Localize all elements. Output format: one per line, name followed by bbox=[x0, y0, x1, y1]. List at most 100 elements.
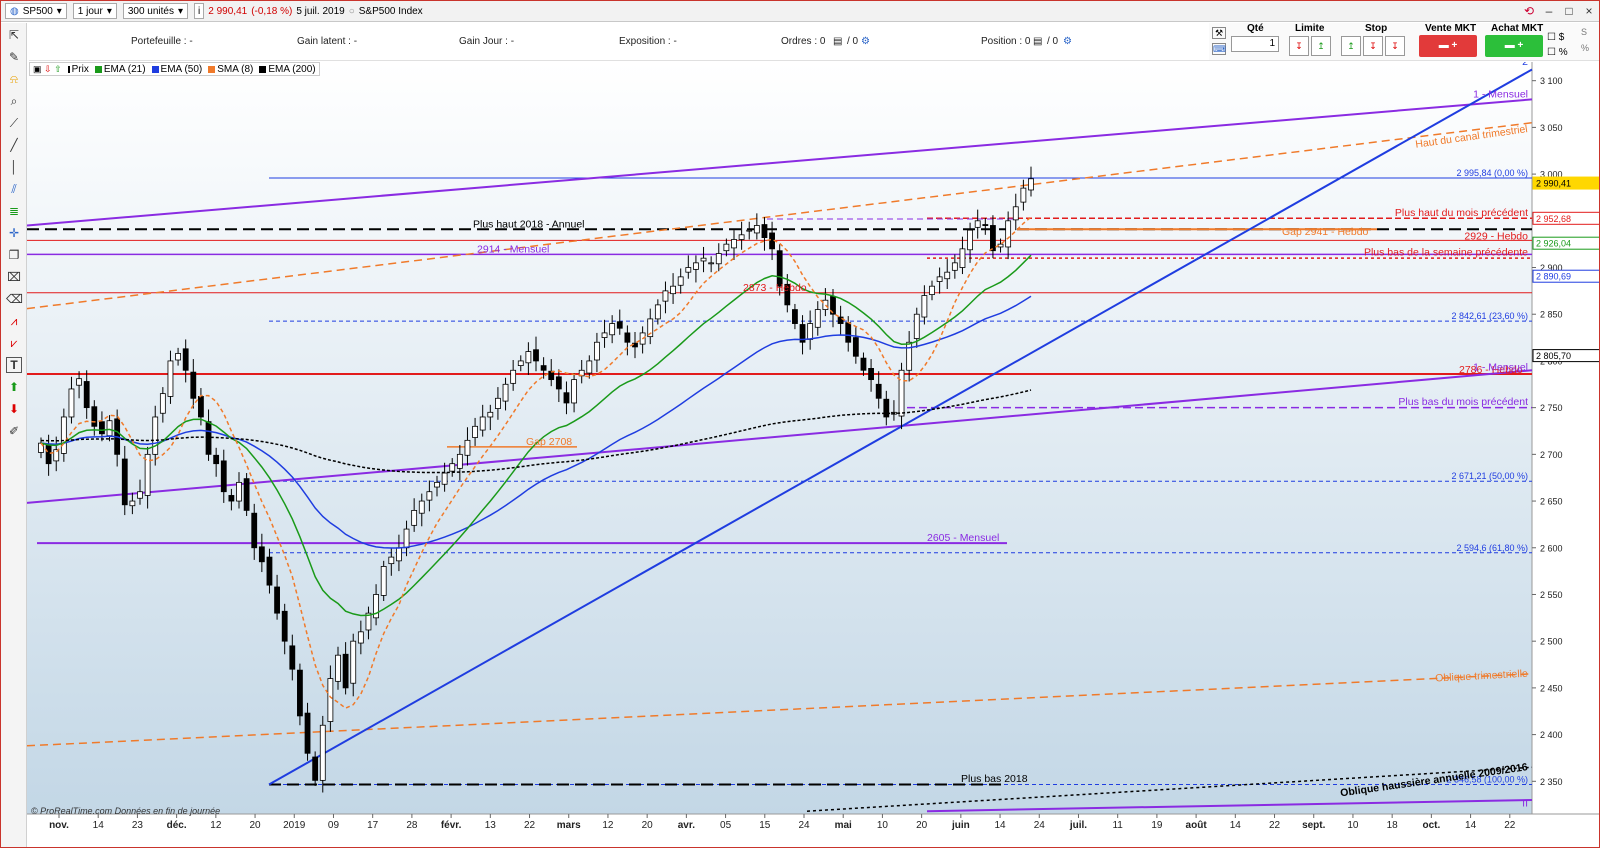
stop-sell-button[interactable]: ↧ bbox=[1363, 36, 1383, 56]
percent-option[interactable]: ☐ % bbox=[1547, 47, 1568, 58]
wave-icon[interactable]: ⩗ bbox=[10, 336, 18, 350]
calendar-icon[interactable]: ▤ bbox=[1033, 36, 1043, 47]
x-tick-label: juil. bbox=[1069, 820, 1087, 831]
keyboard-icon[interactable]: ⌨ bbox=[1212, 43, 1226, 55]
x-tick-label: 14 bbox=[994, 820, 1006, 831]
currency-option[interactable]: ☐ $ bbox=[1547, 32, 1565, 43]
candle-body bbox=[594, 341, 600, 361]
text-icon[interactable]: T bbox=[6, 357, 22, 373]
candle-body bbox=[472, 425, 478, 438]
move-icon[interactable]: ✛ bbox=[8, 226, 20, 240]
candle-body bbox=[746, 229, 753, 232]
vertical-line-icon[interactable]: │ bbox=[10, 160, 18, 174]
limit-sell-button[interactable]: ↧ bbox=[1289, 36, 1309, 56]
candle-body bbox=[738, 234, 745, 240]
candle-body bbox=[144, 453, 151, 496]
stop-sell-alt-button[interactable]: ↧ bbox=[1385, 36, 1405, 56]
swatch-icon bbox=[208, 65, 216, 73]
annotation-label: 1 - Mensuel bbox=[1473, 361, 1528, 373]
candle-body bbox=[396, 547, 402, 562]
candle-body bbox=[373, 594, 379, 619]
refresh-icon[interactable]: ⟲ bbox=[1523, 4, 1535, 18]
candle-body bbox=[175, 353, 181, 361]
price-chart[interactable]: 2 995,84 (0,00 %) 2 842,61 (23,60 %) 2 671… bbox=[27, 62, 1600, 848]
cursor-icon[interactable]: ⇱ bbox=[8, 28, 20, 42]
wrench-icon[interactable]: ⚒ bbox=[1212, 27, 1226, 39]
symbol-select[interactable]: ◍ SP500 ▾ bbox=[5, 3, 67, 19]
segment-icon[interactable]: ⟋ bbox=[9, 116, 19, 130]
info-icon[interactable]: i bbox=[194, 3, 205, 19]
period-select[interactable]: 1 jour ▾ bbox=[72, 3, 117, 19]
legend-tools-icon[interactable]: ▣ ⇩ ⇧ bbox=[33, 63, 62, 74]
sell-market-button[interactable]: ▬ + bbox=[1419, 35, 1477, 57]
buy-market-button[interactable]: ▬ + bbox=[1485, 35, 1543, 57]
candle-body bbox=[807, 323, 814, 340]
pattern-icon[interactable]: ⩘ bbox=[10, 314, 18, 328]
candle-body bbox=[647, 318, 654, 338]
candle-swatch-icon bbox=[67, 65, 70, 73]
legend-ema200-label: EMA (200) bbox=[268, 63, 316, 75]
position-info-total: / 0 bbox=[1047, 36, 1059, 47]
window-controls: ⟲ – □ × bbox=[1521, 3, 1597, 19]
annotation-label: Plus bas de la semaine précédente bbox=[1364, 246, 1528, 258]
maximize-icon[interactable]: □ bbox=[1565, 4, 1573, 18]
limit-buy-button[interactable]: ↥ bbox=[1311, 36, 1331, 56]
side-option-icon[interactable]: % bbox=[1581, 43, 1590, 53]
candle-body bbox=[1020, 187, 1027, 203]
chart-legend: ▣ ⇩ ⇧ Prix EMA (21) EMA (50) SMA (8) EMA… bbox=[29, 62, 320, 76]
percent-option-label: % bbox=[1558, 47, 1568, 58]
trash-icon[interactable]: ⌫ bbox=[6, 292, 23, 306]
x-tick-label: 20 bbox=[249, 820, 261, 831]
x-tick-label: 28 bbox=[406, 820, 418, 831]
line-icon[interactable]: ╱ bbox=[10, 138, 18, 152]
arrow-up-icon[interactable]: ⬆ bbox=[8, 380, 20, 394]
account-info-bar: Portefeuille : - Gain latent : - Gain Jo… bbox=[29, 23, 1209, 61]
period-label: 1 jour bbox=[77, 5, 103, 17]
legend-sma8[interactable]: SMA (8) bbox=[208, 64, 253, 75]
ruler-icon[interactable]: ✎ bbox=[8, 50, 20, 64]
y-tick-label: 3 100 bbox=[1540, 76, 1563, 86]
side-option-icon[interactable]: S bbox=[1581, 27, 1588, 37]
legend-prix[interactable]: Prix bbox=[67, 64, 89, 75]
legend-ema50[interactable]: EMA (50) bbox=[151, 64, 202, 75]
candle-body bbox=[723, 243, 730, 252]
brush-icon[interactable]: ⌧ bbox=[7, 270, 21, 284]
candle-body bbox=[700, 257, 707, 262]
candle-body bbox=[784, 283, 791, 306]
candle-body bbox=[959, 248, 966, 268]
channel-icon[interactable]: ⫽ bbox=[11, 182, 17, 196]
plot-background bbox=[27, 62, 1532, 814]
x-tick-label: 13 bbox=[485, 820, 497, 831]
settings-icon[interactable]: ⚙ bbox=[861, 36, 870, 47]
calendar-icon[interactable]: ▤ bbox=[833, 36, 843, 47]
copy-icon[interactable]: ❐ bbox=[8, 248, 20, 262]
y-tick-label: 2 450 bbox=[1540, 683, 1563, 693]
fibonacci-icon[interactable]: ≣ bbox=[8, 204, 20, 218]
stop-buy-button[interactable]: ↥ bbox=[1341, 36, 1361, 56]
bell-icon[interactable]: ⍾ bbox=[10, 72, 18, 86]
x-tick-label: 23 bbox=[132, 820, 144, 831]
zoom-icon[interactable]: ⌕ bbox=[10, 94, 18, 108]
candle-body bbox=[708, 262, 715, 265]
ema21-line bbox=[40, 254, 1032, 617]
arrow-down-icon[interactable]: ⬇ bbox=[8, 402, 20, 416]
minimize-icon[interactable]: – bbox=[1545, 4, 1553, 18]
settings-icon[interactable]: ⚙ bbox=[1063, 36, 1072, 47]
buy-mkt-label: Achat MKT bbox=[1491, 23, 1544, 34]
candle-body bbox=[129, 500, 136, 507]
units-select[interactable]: 300 unités ▾ bbox=[122, 3, 189, 19]
close-icon[interactable]: × bbox=[1585, 4, 1593, 18]
x-tick-label: déc. bbox=[167, 820, 187, 831]
oblique-bleue bbox=[268, 68, 1533, 786]
legend-sma8-label: SMA (8) bbox=[217, 63, 254, 75]
legend-ema200[interactable]: EMA (200) bbox=[259, 63, 316, 75]
mensuel-lower-oblique bbox=[27, 369, 1533, 504]
y-tick-label: 2 550 bbox=[1540, 590, 1563, 600]
pen-icon[interactable]: ✐ bbox=[8, 424, 20, 438]
x-tick-label: 24 bbox=[798, 820, 810, 831]
x-tick-label: 2019 bbox=[283, 820, 306, 831]
quantity-input[interactable]: 1 bbox=[1231, 36, 1279, 52]
position-info: Position : 0 bbox=[981, 36, 1031, 47]
legend-ema21[interactable]: EMA (21) bbox=[94, 64, 146, 75]
x-tick-label: mai bbox=[835, 820, 852, 831]
